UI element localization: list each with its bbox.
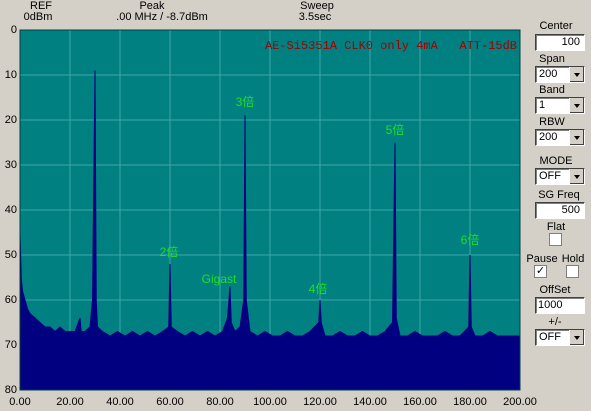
pause-checkbox[interactable]: ✓ xyxy=(534,265,547,278)
hold-label: Hold xyxy=(561,253,585,265)
x-tick-label: 160.00 xyxy=(403,396,437,408)
sweep-label: Sweep xyxy=(300,0,334,12)
offset-value: 1000 xyxy=(538,299,563,311)
x-tick-label: 80.00 xyxy=(206,396,234,408)
band-value: 1 xyxy=(539,99,546,111)
offset-input[interactable]: 1000 xyxy=(535,297,585,314)
span-label: Span xyxy=(539,53,565,65)
sign-value: OFF xyxy=(539,331,561,343)
pause-label: Pause xyxy=(526,253,558,265)
x-tick-label: 120.00 xyxy=(303,396,337,408)
sign-label: +/- xyxy=(548,316,562,328)
center-label: Center xyxy=(539,20,573,32)
y-tick-label: 70 xyxy=(5,339,17,351)
sgfreq-label: SG Freq xyxy=(538,189,580,201)
rbw-label: RBW xyxy=(539,116,565,128)
mode-value: OFF xyxy=(539,170,561,182)
plot-border xyxy=(19,29,521,391)
span-select[interactable]: 200 xyxy=(535,66,585,83)
annotation: 2倍 xyxy=(160,244,179,259)
x-tick-label: 60.00 xyxy=(156,396,184,408)
sign-select[interactable]: OFF xyxy=(535,329,585,346)
ref-label: REF xyxy=(30,0,52,12)
y-tick-label: 40 xyxy=(5,204,17,216)
dropdown-arrow[interactable] xyxy=(569,130,584,145)
dropdown-arrow[interactable] xyxy=(569,169,584,184)
flat-checkbox[interactable] xyxy=(549,233,562,246)
annotation: 4倍 xyxy=(309,281,328,296)
band-select[interactable]: 1 xyxy=(535,97,585,114)
flat-label: Flat xyxy=(546,221,566,233)
mode-select[interactable]: OFF xyxy=(535,168,585,185)
x-tick-label: 100.00 xyxy=(253,396,287,408)
dropdown-arrow[interactable] xyxy=(569,98,584,113)
dropdown-arrow[interactable] xyxy=(569,67,584,82)
y-tick-label: 20 xyxy=(5,114,17,126)
peak-value: .00 MHz / -8.7dBm xyxy=(116,11,208,23)
annotation: 5倍 xyxy=(386,122,405,137)
rbw-select[interactable]: 200 xyxy=(535,129,585,146)
center-value: 100 xyxy=(561,36,580,48)
annotation: 3倍 xyxy=(236,94,255,109)
hold-checkbox[interactable] xyxy=(566,265,579,278)
y-tick-label: 10 xyxy=(5,69,17,81)
sgfreq-input[interactable]: 500 xyxy=(535,202,585,219)
x-tick-label: 180.00 xyxy=(453,396,487,408)
y-tick-label: 30 xyxy=(5,159,17,171)
dropdown-arrow[interactable] xyxy=(569,330,584,345)
peak-label: Peak xyxy=(139,0,165,12)
x-tick-label: 0.00 xyxy=(9,396,30,408)
rbw-value: 200 xyxy=(539,131,558,143)
y-tick-label: 50 xyxy=(5,249,17,261)
x-tick-label: 20.00 xyxy=(56,396,84,408)
y-tick-label: 60 xyxy=(5,294,17,306)
mode-label: MODE xyxy=(539,155,573,167)
annotation: Gigast xyxy=(202,272,237,286)
chart-title: AE-Si5351A CLK0 only 4mA ATT-15dB xyxy=(265,39,517,53)
span-value: 200 xyxy=(539,68,558,80)
offset-label: OffSet xyxy=(539,284,571,296)
sweep-value: 3.5sec xyxy=(299,11,332,23)
spectrum-trace xyxy=(19,70,521,391)
x-tick-label: 40.00 xyxy=(106,396,134,408)
x-tick-label: 140.00 xyxy=(353,396,387,408)
center-input[interactable]: 100 xyxy=(535,34,585,51)
y-tick-label: 80 xyxy=(5,384,17,396)
y-tick-label: 0 xyxy=(11,24,17,36)
ref-value: 0dBm xyxy=(24,11,53,23)
annotation: 6倍 xyxy=(461,232,480,247)
band-label: Band xyxy=(539,84,565,96)
sgfreq-value: 500 xyxy=(561,204,580,216)
x-tick-label: 200.00 xyxy=(503,396,537,408)
